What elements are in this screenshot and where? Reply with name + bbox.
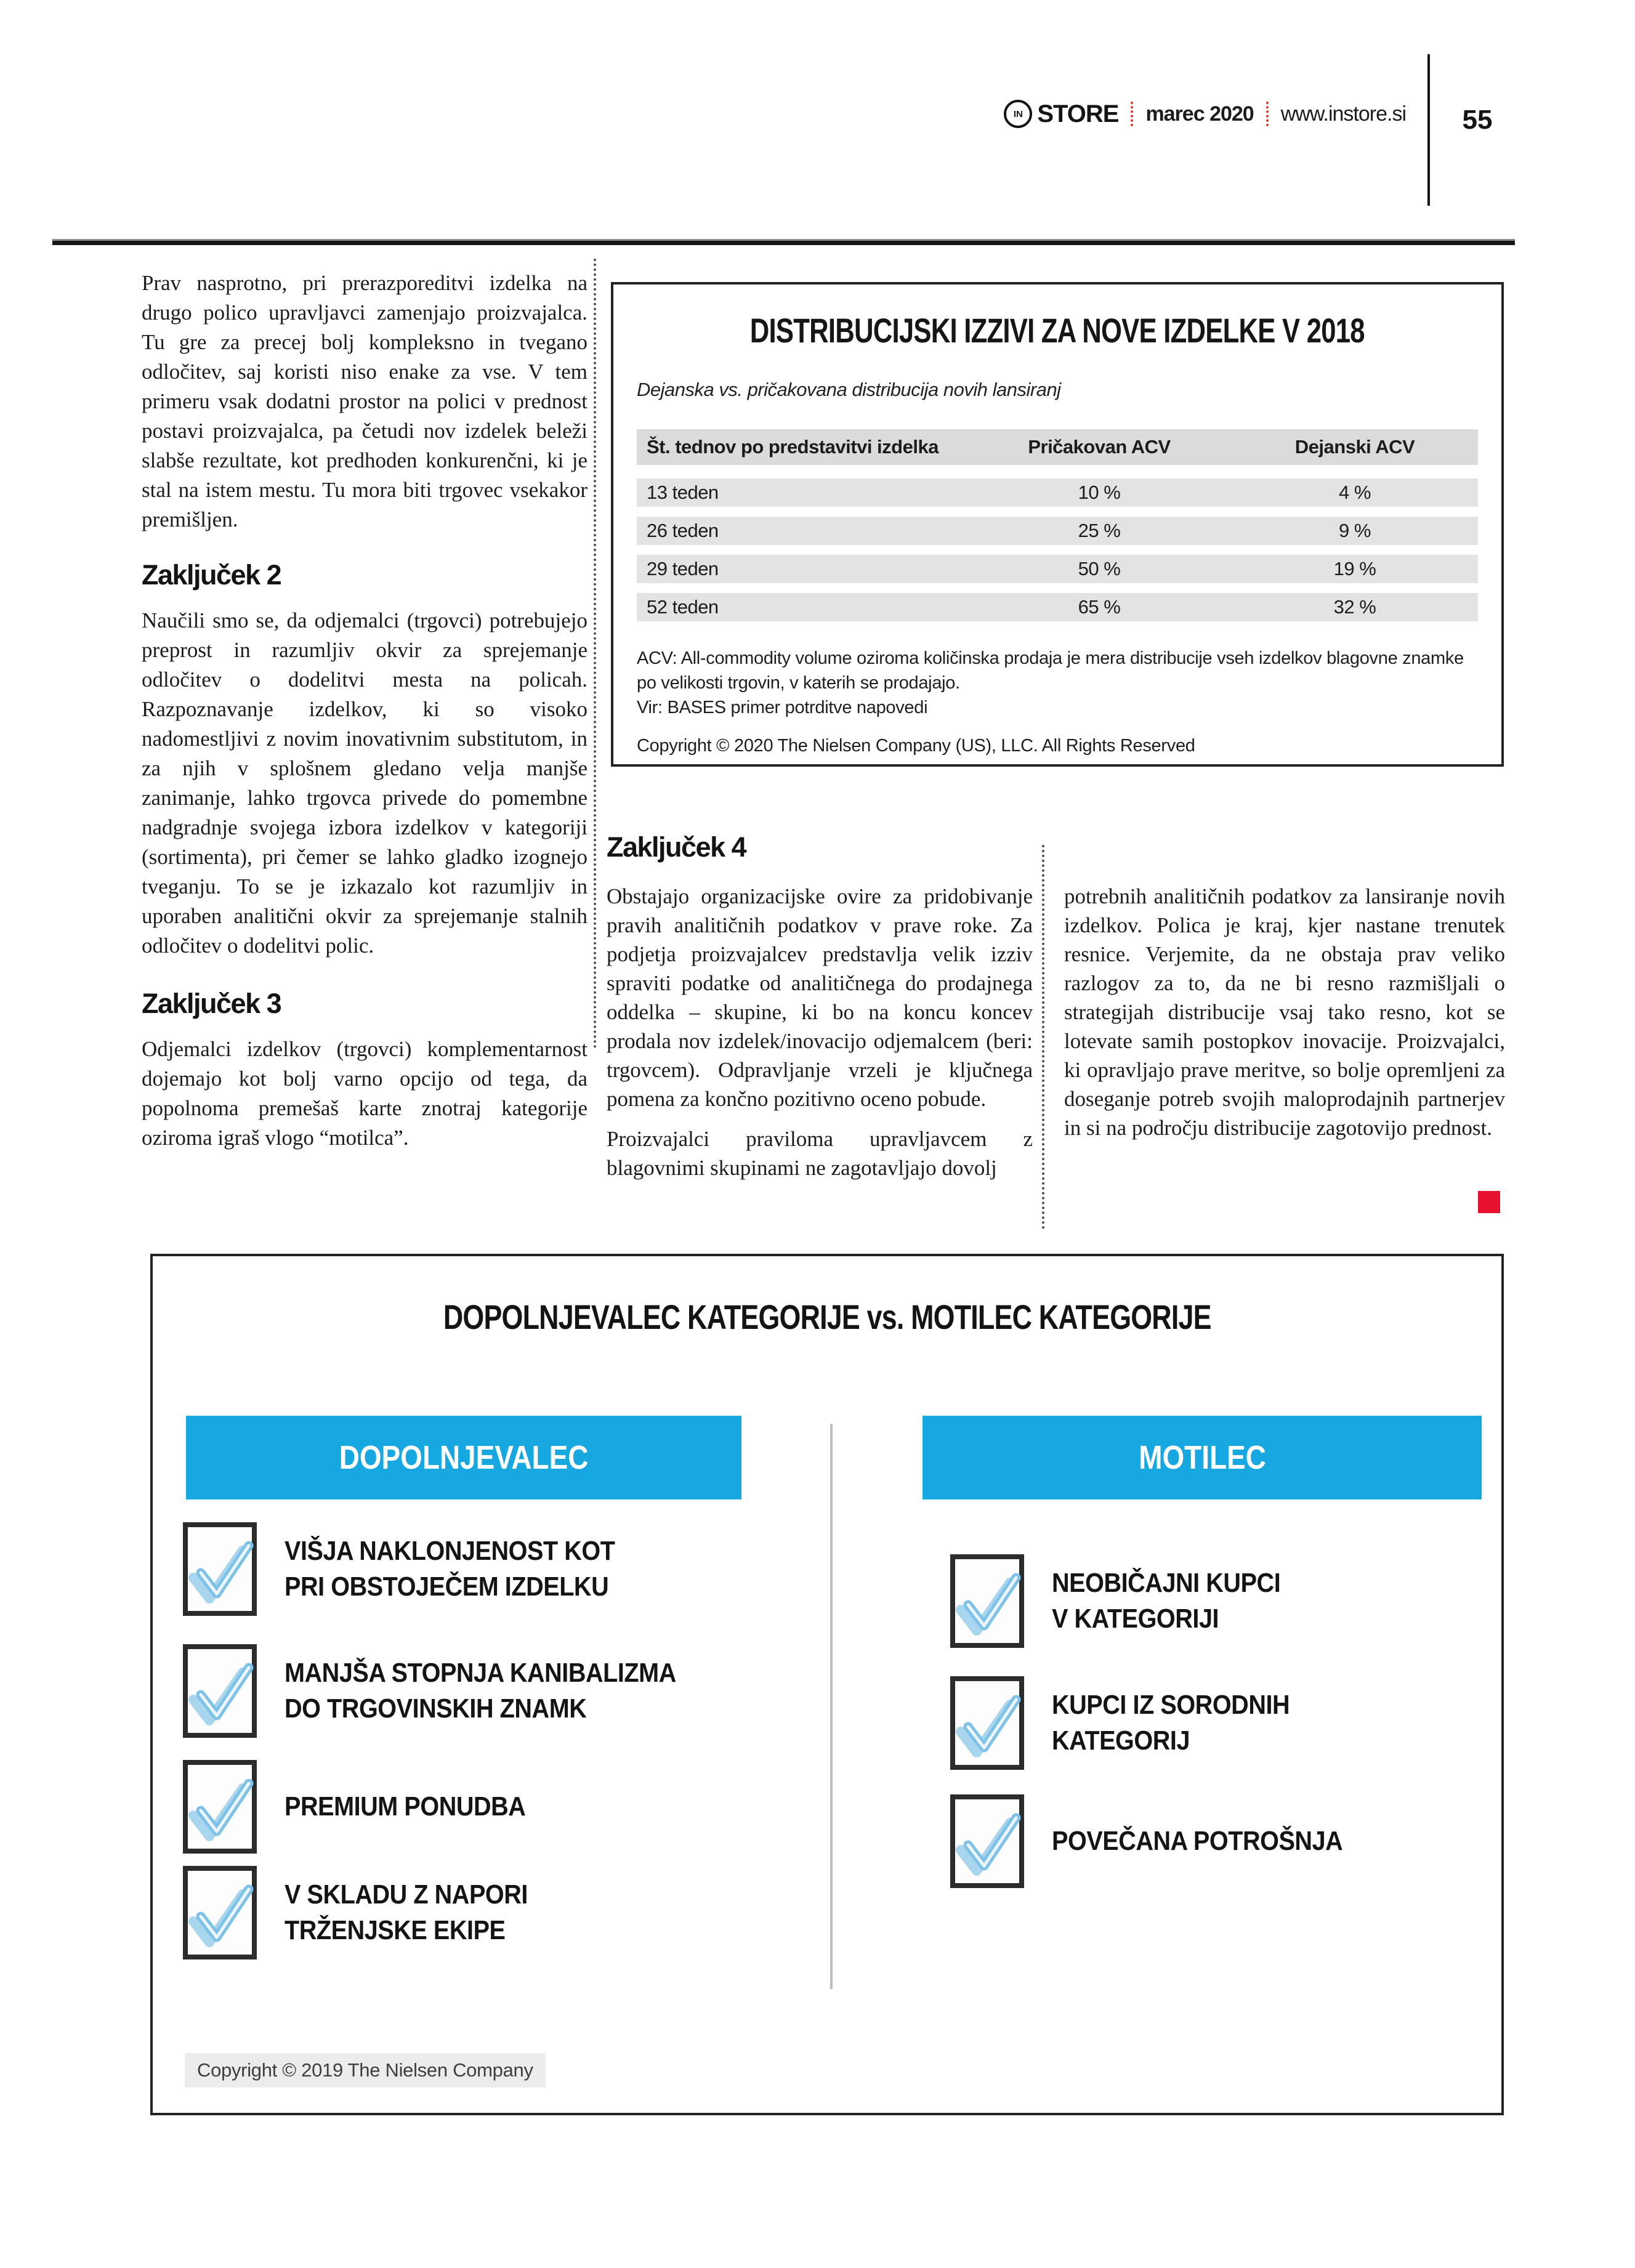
zakljucek2-heading: Zaključek 2 <box>142 559 282 591</box>
acv-table: Št. tednov po predstavitvi izdelka Priča… <box>637 429 1478 621</box>
table-header-row: Št. tednov po predstavitvi izdelka Priča… <box>637 429 1478 465</box>
cell-actual: 32 % <box>1333 596 1376 618</box>
nielsen-copyright-2020: Copyright © 2020 The Nielsen Company (US… <box>637 736 1195 756</box>
comparison-title: DOPOLNJEVALEC KATEGORIJE vs. MOTILEC KAT… <box>443 1297 1212 1336</box>
checkbox-check-icon <box>183 1866 257 1959</box>
dopolnjevalec-banner-label: DOPOLNJEVALEC <box>339 1439 589 1476</box>
list-item: KUPCI IZ SORODNIH KATEGORIJ <box>950 1675 1316 1771</box>
checkbox-check-icon <box>950 1794 1024 1888</box>
cell-week: 29 teden <box>647 558 719 579</box>
distribution-table-box: DISTRIBUCIJSKI IZZIVI ZA NOVE IZDELKE V … <box>611 282 1504 767</box>
zakljucek3-heading: Zaključek 3 <box>142 988 282 1019</box>
zakljucek4-paragraph-2: Proizvajalci praviloma upravljavcem z bl… <box>607 1127 1033 1180</box>
list-item: POVEČANA POTROŠNJA <box>950 1793 1375 1889</box>
comparison-vertical-divider <box>830 1424 833 1989</box>
issue-date: marec 2020 <box>1145 102 1254 126</box>
zakljucek4-column-2: potrebnih analitičnih podatkov za lansir… <box>1064 882 1505 1142</box>
table-row: 29 teden 50 % 19 % <box>637 555 1478 583</box>
cell-actual: 4 % <box>1339 482 1371 503</box>
top-rule <box>52 239 1515 245</box>
masthead: IN STORE marec 2020 www.instore.si <box>1004 100 1407 128</box>
table-row: 13 teden 10 % 4 % <box>637 478 1478 507</box>
zakljucek4-column-1: Obstajajo organizacijske ovire za pridob… <box>607 882 1033 1182</box>
table-box-subtitle: Dejanska vs. pričakovana distribucija no… <box>637 379 1061 400</box>
header-divider-line <box>1427 54 1430 206</box>
table-box-title: DISTRIBUCIJSKI IZZIVI ZA NOVE IZDELKE V … <box>749 311 1365 350</box>
list-item-label: POVEČANA POTROŠNJA <box>1052 1826 1343 1856</box>
zakljucek3-paragraph: Odjemalci izdelkov (trgovci) komplementa… <box>142 1037 587 1150</box>
list-item-label: NEOBIČAJNI KUPCI V KATEGORIJI <box>1052 1568 1281 1634</box>
list-item-label: MANJŠA STOPNJA KANIBALIZMA DO TRGOVINSKI… <box>285 1658 676 1724</box>
page-number: 55 <box>1462 105 1493 135</box>
list-item-label: PREMIUM PONUDBA <box>285 1791 526 1822</box>
list-item-label: V SKLADU Z NAPORI TRŽENJSKE EKIPE <box>285 1879 528 1945</box>
checkbox-check-icon <box>183 1644 257 1738</box>
list-item: PREMIUM PONUDBA <box>182 1759 552 1855</box>
list-item-label: VIŠJA NAKLONJENOST KOT PRI OBSTOJEČEM IZ… <box>285 1536 615 1602</box>
checkbox-check-icon <box>183 1522 257 1616</box>
checkbox-check-icon <box>183 1760 257 1854</box>
intro-paragraph: Prav nasprotno, pri prerazporeditvi izde… <box>142 271 587 531</box>
zakljucek2-paragraph: Naučili smo se, da odjemalci (trgovci) p… <box>142 608 587 958</box>
table-row: 26 teden 25 % 9 % <box>637 517 1478 545</box>
motilec-banner-label: MOTILEC <box>1138 1439 1266 1476</box>
site-url: www.instore.si <box>1280 102 1407 126</box>
checkbox-check-icon <box>950 1554 1024 1648</box>
col-header-expected-acv: Pričakovan ACV <box>1028 436 1171 458</box>
list-item: V SKLADU Z NAPORI TRŽENJSKE EKIPE <box>182 1865 555 1961</box>
list-item-label: KUPCI IZ SORODNIH KATEGORIJ <box>1052 1690 1290 1756</box>
article-end-marker <box>1478 1191 1500 1213</box>
cell-expected: 25 % <box>1078 520 1121 541</box>
zakljucek4-paragraph-3: potrebnih analitičnih podatkov za lansir… <box>1064 884 1505 1140</box>
cell-actual: 19 % <box>1333 558 1376 579</box>
zakljucek4-heading: Zaključek 4 <box>607 831 747 863</box>
cell-expected: 10 % <box>1078 482 1121 503</box>
cell-actual: 9 % <box>1339 520 1371 541</box>
cell-expected: 65 % <box>1078 596 1121 618</box>
instore-logo: IN STORE <box>1004 100 1119 128</box>
table-row: 52 teden 65 % 32 % <box>637 593 1478 621</box>
column-dotted-divider <box>1042 845 1044 1229</box>
list-item: VIŠJA NAKLONJENOST KOT PRI OBSTOJEČEM IZ… <box>182 1521 652 1617</box>
zakljucek4-paragraph-1: Obstajajo organizacijske ovire za pridob… <box>607 884 1033 1111</box>
cell-expected: 50 % <box>1078 558 1121 579</box>
acv-footnote: ACV: All-commodity volume oziroma količi… <box>637 648 1464 693</box>
list-item: NEOBIČAJNI KUPCI V KATEGORIJI <box>950 1553 1306 1649</box>
dopolnjevalec-banner: DOPOLNJEVALEC <box>186 1416 741 1499</box>
red-dotted-separator-icon <box>1131 102 1134 126</box>
list-item: MANJŠA STOPNJA KANIBALIZMA DO TRGOVINSKI… <box>182 1643 720 1739</box>
cell-week: 52 teden <box>647 596 719 618</box>
logo-circle-icon: IN <box>1004 100 1033 128</box>
checkbox-check-icon <box>950 1676 1024 1770</box>
col-header-actual-acv: Dejanski ACV <box>1294 436 1415 458</box>
col-header-weeks: Št. tednov po predstavitvi izdelka <box>647 436 939 458</box>
nielsen-copyright-2019: Copyright © 2019 The Nielsen Company <box>185 2053 546 2088</box>
source-note: Vir: BASES primer potrditve napovedi <box>637 698 928 717</box>
cell-week: 26 teden <box>647 520 719 541</box>
cell-week: 13 teden <box>647 482 719 503</box>
left-text-column: Prav nasprotno, pri prerazporeditvi izde… <box>142 268 587 1153</box>
column-dotted-divider <box>594 259 596 1049</box>
comparison-box: DOPOLNJEVALEC KATEGORIJE vs. MOTILEC KAT… <box>150 1254 1504 2115</box>
logo-text: STORE <box>1037 100 1119 127</box>
motilec-banner: MOTILEC <box>922 1416 1482 1499</box>
red-dotted-separator-icon <box>1266 102 1269 126</box>
